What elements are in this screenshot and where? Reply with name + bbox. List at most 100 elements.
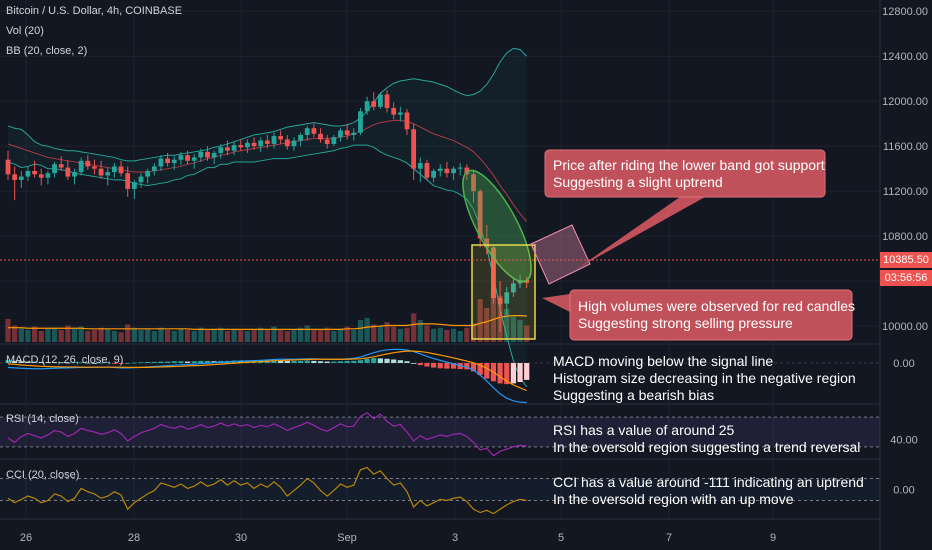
target-box (530, 224, 591, 285)
rsi-note-line-1: RSI has a value of around 25 (553, 422, 735, 438)
candle-body (158, 158, 164, 167)
macd-series: 0.00 (0, 348, 915, 404)
time-tick-label: 7 (666, 532, 672, 544)
macd-histogram-bar (5, 360, 11, 363)
macd-histogram-bar (517, 363, 523, 383)
macd-histogram-bar (118, 363, 124, 364)
candle-body (404, 112, 410, 130)
volume-bar (391, 326, 397, 342)
candle-body (351, 132, 357, 135)
candle-body (284, 139, 290, 147)
volume-bar (258, 327, 264, 342)
macd-note-line-1: MACD moving below the signal line (553, 353, 774, 369)
cci-band-fill (0, 478, 880, 501)
candle-body (12, 174, 18, 180)
macd-histogram-bar (384, 358, 390, 363)
volume-bar (231, 328, 237, 342)
volume-bar (424, 325, 430, 342)
candle-body (371, 101, 377, 107)
macd-histogram-bar (191, 361, 197, 363)
volume-bar (437, 327, 443, 342)
candle-body (65, 167, 71, 177)
candle-body (424, 163, 430, 178)
volume-bar (184, 329, 191, 342)
candlestick-series (5, 89, 530, 332)
price-tick-label: 10000.00 (882, 321, 928, 333)
macd-histogram-bar (25, 361, 31, 363)
volume-bar (138, 329, 144, 342)
volume-bar (85, 331, 91, 342)
rsi-band-fill (0, 417, 880, 447)
candle-body (358, 111, 363, 133)
volume-bar (371, 324, 377, 342)
volume-bar (404, 327, 410, 342)
rsi-line (7, 411, 527, 457)
candle-body (151, 166, 157, 171)
candle-body (72, 172, 77, 177)
volume-callout-pointer (542, 294, 570, 312)
volume-bar (384, 322, 390, 342)
volume-bar (317, 329, 324, 342)
macd-histogram-bar (324, 361, 330, 363)
candle-body (304, 128, 310, 135)
volume-bar (165, 329, 171, 342)
volume-bar (51, 327, 58, 342)
candle-body (491, 247, 496, 299)
macd-histogram-bar (464, 363, 470, 370)
macd-histogram-bar (211, 361, 217, 363)
volume-legend: Vol (20) (6, 25, 44, 37)
price-tick-label: 12800.00 (882, 6, 928, 18)
macd-histogram-bar (278, 360, 284, 363)
macd-histogram-bar (151, 361, 157, 363)
candle-body (384, 94, 390, 108)
price-tick-label: 10800.00 (882, 231, 928, 243)
macd-histogram-bar (424, 363, 430, 367)
candle-body (258, 140, 264, 147)
volume-bar (304, 325, 310, 342)
candle-body (338, 130, 343, 138)
macd-histogram-bar (417, 363, 423, 366)
candle-body (145, 170, 151, 177)
volume-bar (18, 328, 24, 342)
macd-histogram-bar (477, 363, 483, 375)
macd-histogram-bar (65, 362, 71, 364)
macd-histogram-bar (51, 361, 58, 363)
candle-body (364, 101, 370, 112)
macd-tick-label: 0.00 (893, 358, 914, 370)
candle-body (278, 136, 284, 140)
volume-bar (71, 328, 78, 342)
macd-histogram-bar (497, 363, 503, 384)
candle-body (264, 140, 270, 144)
volume-bar (484, 307, 490, 342)
cci-note-line-2: In the oversold region with an up move (553, 491, 794, 507)
macd-histogram-bar (344, 360, 350, 363)
volume-bar (444, 329, 450, 342)
volume-bar (524, 325, 530, 342)
volume-bar (204, 328, 211, 342)
macd-histogram-bar (125, 363, 131, 364)
macd-histogram-bar (184, 361, 191, 363)
candle-body (444, 168, 450, 174)
macd-histogram-bar (351, 360, 357, 363)
x-axis: 26 28 30 Sep 3 5 7 9 (20, 532, 776, 544)
candle-body (504, 292, 510, 304)
candle-body (511, 283, 516, 293)
candle-body (437, 168, 443, 171)
macd-histogram-bar (377, 358, 383, 363)
macd-histogram-bar (450, 363, 457, 369)
volume-bar (78, 326, 84, 342)
macd-histogram-bar (105, 362, 111, 364)
volume-bar (464, 327, 470, 342)
volume-bar (5, 318, 11, 342)
volume-bar (504, 309, 510, 342)
macd-histogram-bar (371, 358, 377, 363)
volume-bar (111, 331, 117, 342)
time-tick-label: 26 (20, 532, 32, 544)
macd-histogram-bar (470, 363, 477, 372)
cci-series: 0.00 (0, 466, 915, 515)
candle-body (138, 176, 144, 183)
volume-bar (145, 328, 151, 342)
rsi-note-line-2: In the oversold region suggesting a tren… (553, 439, 861, 455)
last-price-tag: 10385.50 (880, 252, 932, 268)
